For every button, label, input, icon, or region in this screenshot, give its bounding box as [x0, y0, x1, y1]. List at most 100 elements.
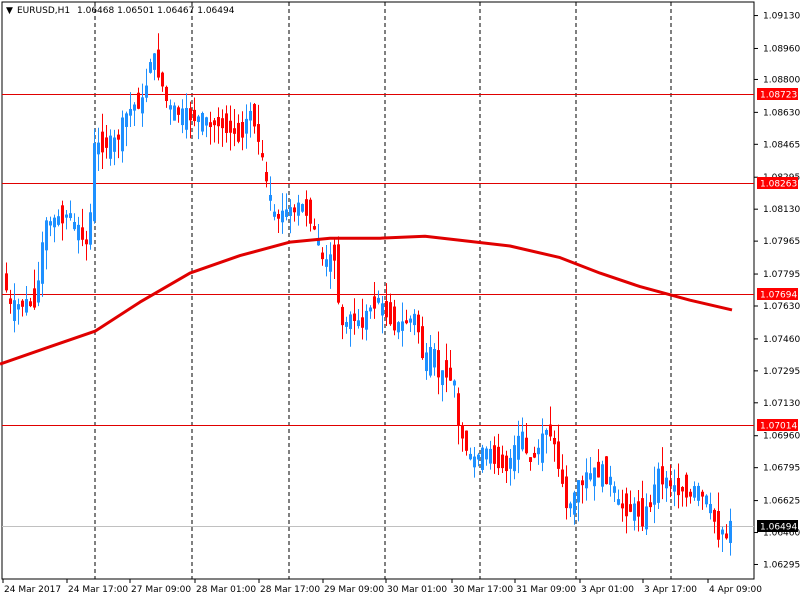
candle-body	[649, 502, 652, 508]
candle-body	[329, 254, 332, 272]
candle-body	[637, 501, 640, 517]
candle-body	[397, 322, 400, 333]
candle-body	[141, 97, 144, 114]
dropdown-arrow-icon[interactable]: ▼	[6, 6, 13, 16]
candle-body	[205, 117, 208, 126]
candle-body	[65, 214, 68, 218]
candle-body	[669, 480, 672, 487]
y-tick-label: 1.07795	[763, 270, 800, 280]
candle-body	[665, 477, 668, 489]
current-price-tag[interactable]	[757, 520, 798, 532]
candle-body	[497, 446, 500, 469]
candle-body	[265, 171, 268, 182]
level-price-tag[interactable]	[757, 419, 798, 431]
y-tick-label: 1.08800	[763, 75, 800, 85]
y-tick-label: 1.07965	[763, 237, 800, 247]
candle-body	[477, 454, 480, 460]
candle-body	[305, 199, 308, 216]
candle-body	[693, 486, 696, 498]
candle-body	[445, 360, 448, 378]
candle-body	[97, 142, 100, 155]
x-tick-label: 30 Mar 01:00	[387, 585, 447, 595]
candle-body	[561, 469, 564, 484]
candle-body	[361, 317, 364, 328]
candle-body	[341, 306, 344, 326]
candle-body	[117, 134, 120, 140]
candle-body	[321, 252, 324, 260]
candle-body	[121, 117, 124, 152]
candle-body	[233, 128, 236, 134]
candle-body	[33, 288, 36, 308]
candle-body	[185, 107, 188, 130]
candle-body	[413, 313, 416, 326]
candle-body	[581, 480, 584, 486]
candle-body	[5, 273, 8, 291]
candle-body	[353, 313, 356, 322]
candle-body	[201, 113, 204, 132]
level-price-tag-text: 1.08263	[760, 180, 797, 190]
candle-body	[485, 448, 488, 460]
candle-body	[313, 226, 316, 230]
candle-body	[525, 437, 528, 454]
candle-body	[545, 429, 548, 435]
candle-body	[513, 445, 516, 472]
candle-body	[449, 367, 452, 381]
level-price-tag[interactable]	[757, 88, 798, 100]
candle-body	[441, 370, 444, 386]
candle-body	[209, 122, 212, 128]
candle-body	[9, 298, 12, 304]
candle-body	[469, 453, 472, 460]
moving-average-line	[0, 234, 733, 366]
candle-body	[101, 131, 104, 153]
candle-body	[457, 393, 460, 426]
candle-body	[365, 310, 368, 330]
x-tick-label: 29 Mar 09:00	[324, 585, 384, 595]
candle-body	[573, 492, 576, 515]
candle-body	[489, 448, 492, 464]
candle-body	[189, 108, 192, 121]
candle-body	[389, 302, 392, 325]
candle-body	[381, 303, 384, 316]
tags-layer: 1.08723 1.08263 1.07694 1.07014 1.06494	[757, 88, 798, 533]
candle-body	[565, 476, 568, 509]
candle-body	[245, 118, 248, 134]
candle-body	[501, 454, 504, 469]
candle-body	[577, 480, 580, 503]
y-tick-label: 1.07295	[763, 367, 800, 377]
candle-body	[317, 240, 320, 246]
candle-body	[529, 457, 532, 462]
candle-body	[281, 210, 284, 223]
candle-body	[261, 153, 264, 158]
level-price-tag-text: 1.08723	[760, 91, 797, 101]
candle-body	[57, 216, 60, 225]
candle-body	[717, 511, 720, 540]
candle-body	[597, 461, 600, 478]
y-tick-label: 1.08960	[763, 44, 800, 54]
candle-body	[81, 227, 84, 240]
candle-body	[401, 321, 404, 331]
candle-body	[429, 346, 432, 376]
candle-body	[177, 107, 180, 115]
candle-body	[29, 301, 32, 307]
candle-body	[41, 242, 44, 284]
y-tick-label: 1.06625	[763, 497, 800, 507]
axis-layer: 1.09130 1.08960 1.08800 1.08630 1.08465 1.082…	[2, 12, 800, 595]
candles-layer	[5, 33, 732, 556]
candle-body	[481, 447, 484, 470]
candle-body	[369, 307, 372, 312]
level-price-tag[interactable]	[757, 177, 798, 189]
candle-body	[465, 430, 468, 451]
candle-body	[125, 113, 128, 127]
y-tick-label: 1.07630	[763, 302, 800, 312]
candle-body	[473, 456, 476, 468]
candle-body	[425, 352, 428, 372]
candle-body	[285, 209, 288, 217]
level-price-tag-text: 1.07694	[760, 291, 797, 301]
level-price-tag[interactable]	[757, 288, 798, 300]
candle-body	[77, 224, 80, 241]
candle-body	[409, 318, 412, 323]
candle-body	[373, 296, 376, 309]
candle-body	[237, 122, 240, 142]
candle-body	[25, 299, 28, 313]
